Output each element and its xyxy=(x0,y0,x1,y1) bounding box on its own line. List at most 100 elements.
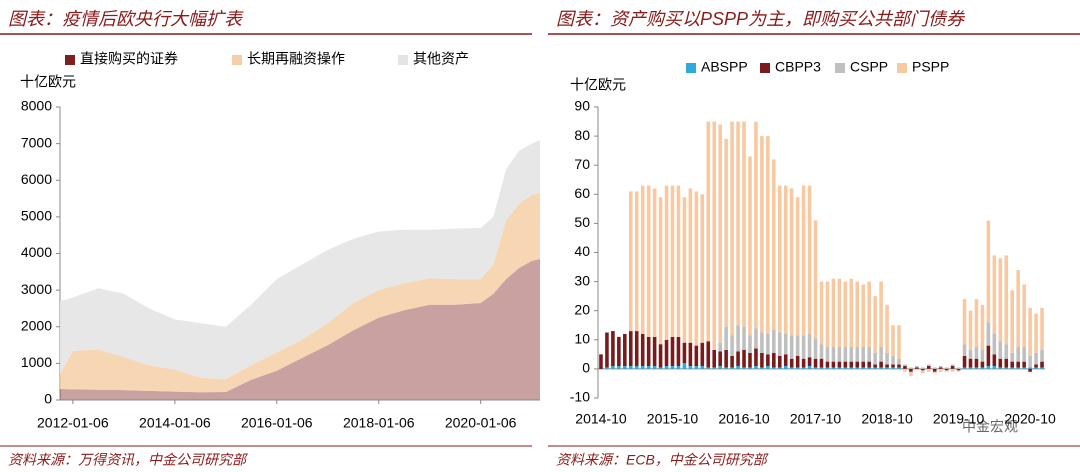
bar xyxy=(801,367,806,369)
bar xyxy=(652,336,657,366)
bar xyxy=(1016,361,1020,368)
bar xyxy=(861,367,866,369)
bar xyxy=(623,365,627,369)
bar xyxy=(777,332,782,356)
bar xyxy=(742,326,746,350)
y-tick-label: 10 xyxy=(574,331,590,347)
y-tick-label: 1000 xyxy=(21,354,52,370)
bar xyxy=(718,342,722,352)
bar xyxy=(754,348,758,366)
legend-swatch xyxy=(897,63,907,73)
bar xyxy=(885,352,889,365)
bar xyxy=(921,370,925,374)
bar xyxy=(998,258,1003,342)
legend-swatch xyxy=(398,55,408,65)
x-tick-label: 2016-01-06 xyxy=(241,415,313,431)
bar xyxy=(831,361,836,368)
bar xyxy=(837,347,842,362)
bar xyxy=(605,332,609,368)
bar xyxy=(867,347,871,362)
bar xyxy=(611,365,615,369)
bar xyxy=(658,367,663,369)
bar xyxy=(1004,255,1009,345)
bar xyxy=(730,355,734,368)
bar xyxy=(843,361,848,368)
bar xyxy=(730,335,734,356)
bar xyxy=(861,284,866,348)
bar xyxy=(742,349,746,368)
bar xyxy=(736,351,740,366)
bar xyxy=(855,367,860,369)
bar xyxy=(748,335,752,353)
y-tick-label: 6000 xyxy=(21,171,52,187)
bar xyxy=(915,365,919,368)
bar xyxy=(807,357,812,366)
bar xyxy=(724,349,728,368)
legend-label: 长期再融资操作 xyxy=(247,51,345,67)
bar xyxy=(766,136,770,334)
y-tick-label: 3000 xyxy=(21,281,52,297)
x-tick-label: 2016-10 xyxy=(718,411,770,427)
bar xyxy=(617,365,621,369)
bar xyxy=(760,352,764,368)
bar xyxy=(736,325,740,352)
bar xyxy=(789,358,794,368)
bar xyxy=(712,121,717,350)
bar xyxy=(849,278,854,348)
x-tick-label: 2017-10 xyxy=(790,411,842,427)
bar xyxy=(986,345,991,366)
bar xyxy=(932,368,937,372)
bar xyxy=(634,365,639,369)
bar xyxy=(1034,352,1038,365)
bar xyxy=(944,367,949,369)
bar xyxy=(760,332,764,353)
bar xyxy=(789,367,794,369)
y-tick-label: 30 xyxy=(574,272,590,288)
bar xyxy=(795,197,800,336)
bar xyxy=(789,335,794,359)
bar xyxy=(1040,307,1044,350)
bar xyxy=(670,365,675,369)
bar xyxy=(694,191,699,346)
y-tick-label: 20 xyxy=(574,301,590,317)
bar xyxy=(664,339,669,366)
bar xyxy=(640,185,645,334)
legend-label: CBPP3 xyxy=(775,59,821,75)
bar xyxy=(730,367,734,369)
bar xyxy=(855,281,860,348)
bar xyxy=(706,341,711,368)
bar xyxy=(897,367,901,369)
bar xyxy=(795,367,800,369)
bar xyxy=(1028,355,1032,368)
bar xyxy=(772,367,776,369)
bar xyxy=(903,368,907,372)
bar xyxy=(831,347,836,362)
bar xyxy=(1010,367,1015,369)
bar xyxy=(843,281,848,348)
bar xyxy=(992,333,997,355)
y-tick-label: 70 xyxy=(574,156,590,172)
x-tick-label: 2019-10 xyxy=(933,411,985,427)
bar xyxy=(873,364,877,368)
bar xyxy=(754,328,758,349)
bar xyxy=(623,333,627,366)
bar xyxy=(718,365,722,369)
bar xyxy=(748,352,752,368)
bar xyxy=(855,347,860,362)
bar xyxy=(754,121,758,329)
bar xyxy=(968,349,973,359)
bar xyxy=(628,331,633,366)
bar xyxy=(849,361,854,368)
bar xyxy=(897,358,901,365)
bar xyxy=(807,333,812,358)
bar xyxy=(944,368,949,371)
bar xyxy=(634,331,639,366)
bar xyxy=(837,361,842,368)
bar xyxy=(825,281,830,348)
bar xyxy=(712,349,717,368)
y-tick-label: 80 xyxy=(574,127,590,143)
legend-label: PSPP xyxy=(912,59,949,75)
bar xyxy=(1028,368,1032,372)
bar xyxy=(867,281,871,348)
bar xyxy=(903,364,907,366)
